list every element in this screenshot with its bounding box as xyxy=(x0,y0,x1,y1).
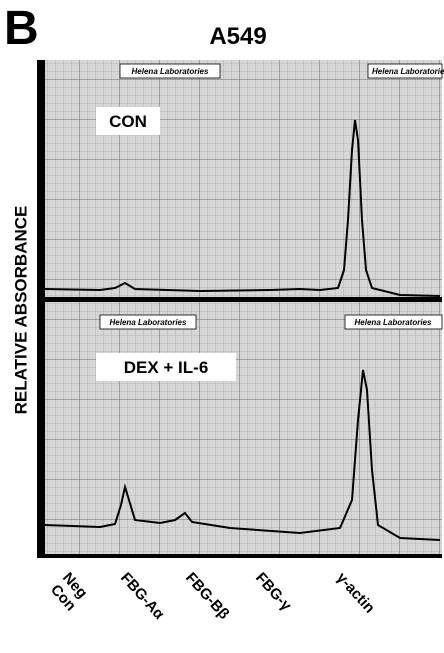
lane-label: γ-actin xyxy=(333,569,378,616)
trace xyxy=(44,119,441,297)
logo-text: Helena Laboratories xyxy=(355,318,432,327)
lane-label: FBG-Bβ xyxy=(182,569,233,622)
bottom-axis xyxy=(37,554,442,558)
panel-label: DEX + IL-6 xyxy=(124,358,209,377)
label-box xyxy=(96,107,160,135)
y-axis-label: RELATIVE ABSORBANCE xyxy=(11,206,30,415)
logo-text: Helena Laboratories xyxy=(110,318,187,327)
lane-label: FBG-Aα xyxy=(117,569,168,623)
figure-title: A549 xyxy=(209,23,266,50)
logo-text: Helena Laboratories xyxy=(132,67,209,76)
logo-text: Helena Laboratories xyxy=(372,67,444,76)
logo: Helena Laboratories xyxy=(344,314,443,330)
panel-label: CON xyxy=(109,112,147,131)
panel-letter: B xyxy=(4,2,39,55)
chart-paper xyxy=(44,60,442,556)
label-box xyxy=(96,353,236,381)
lane-label: FBG-γ xyxy=(252,569,295,614)
logo: Helena Laboratories xyxy=(367,63,444,79)
logo: Helena Laboratories xyxy=(119,63,221,79)
left-axis xyxy=(37,60,45,558)
divider xyxy=(44,297,442,302)
trace xyxy=(44,369,441,541)
logo: Helena Laboratories xyxy=(99,314,197,330)
